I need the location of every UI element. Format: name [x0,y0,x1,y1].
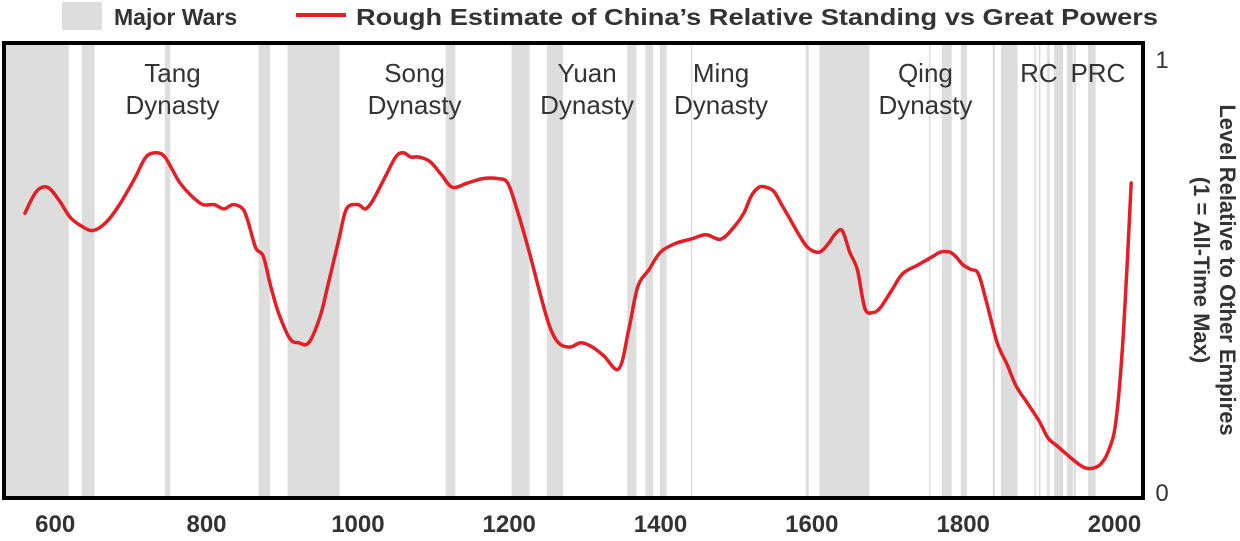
war-period-band [1073,45,1076,496]
x-tick-label: 2000 [1088,511,1141,538]
y-tick-label: 1 [1155,47,1168,74]
war-period-band [1038,45,1041,496]
war-period-band [942,45,952,496]
x-axis-ticks: 600 800 1000 1200 1400 1600 1800 2000 [35,511,1141,538]
war-period-band [627,45,637,496]
war-period-band [1001,45,1018,496]
legend: Major Wars Rough Estimate of China’s Rel… [62,2,1158,30]
war-period-band [6,45,69,496]
legend-line-label: Rough Estimate of China’s Relative Stand… [356,4,1158,30]
dynasty-label: Dynasty [878,90,972,120]
y-axis-label-line1: Level Relative to Other Empires [1215,104,1240,435]
war-period-band [929,45,931,496]
dynasty-label: Qing [898,58,953,88]
war-period-band [547,45,563,496]
x-tick-label: 1800 [937,511,990,538]
y-axis-label: Level Relative to Other Empires (1 = All… [1189,104,1240,435]
dynasty-label: Dynasty [368,90,462,120]
dynasty-label: Tang [144,58,200,88]
dynasty-label: Song [384,58,445,88]
series-line [23,150,1133,471]
x-tick-label: 1600 [785,511,838,538]
dynasty-label: Yuan [557,58,616,88]
legend-wars-label: Major Wars [114,4,237,30]
war-period-band [1066,45,1073,496]
war-period-band [690,45,693,496]
war-period-band [258,45,270,496]
war-period-band [164,45,171,496]
war-period-band [1034,45,1036,496]
x-tick-label: 1000 [331,511,384,538]
dynasty-label: Dynasty [674,90,768,120]
y-axis-ticks: 01 [1155,47,1168,507]
war-period-band [819,45,870,496]
dynasty-labels: TangDynastySongDynastyYuanDynastyMingDyn… [126,58,1126,120]
dynasty-label: Dynasty [540,90,634,120]
plot-frame [2,41,1145,500]
dynasty-label: PRC [1070,58,1125,88]
y-tick-label: 0 [1155,480,1168,507]
war-period-band [992,45,995,496]
dynasty-label: Ming [693,58,749,88]
war-period-band [1054,45,1064,496]
war-period-band [511,45,530,496]
x-tick-label: 1400 [634,511,687,538]
war-period-band [1047,45,1050,496]
x-tick-label: 600 [35,511,75,538]
war-period-band [81,45,95,496]
war-period-band [960,45,967,496]
war-period-band [805,45,809,496]
legend-wars-swatch [62,2,102,30]
x-tick-label: 800 [186,511,226,538]
war-period-band [445,45,456,496]
war-period-band [1088,45,1096,496]
dynasty-label: RC [1020,58,1058,88]
y-axis-label-line2: (1 = All-Time Max) [1189,177,1214,363]
war-period-band [659,45,667,496]
x-tick-label: 1200 [483,511,536,538]
dynasty-label: Dynasty [126,90,220,120]
